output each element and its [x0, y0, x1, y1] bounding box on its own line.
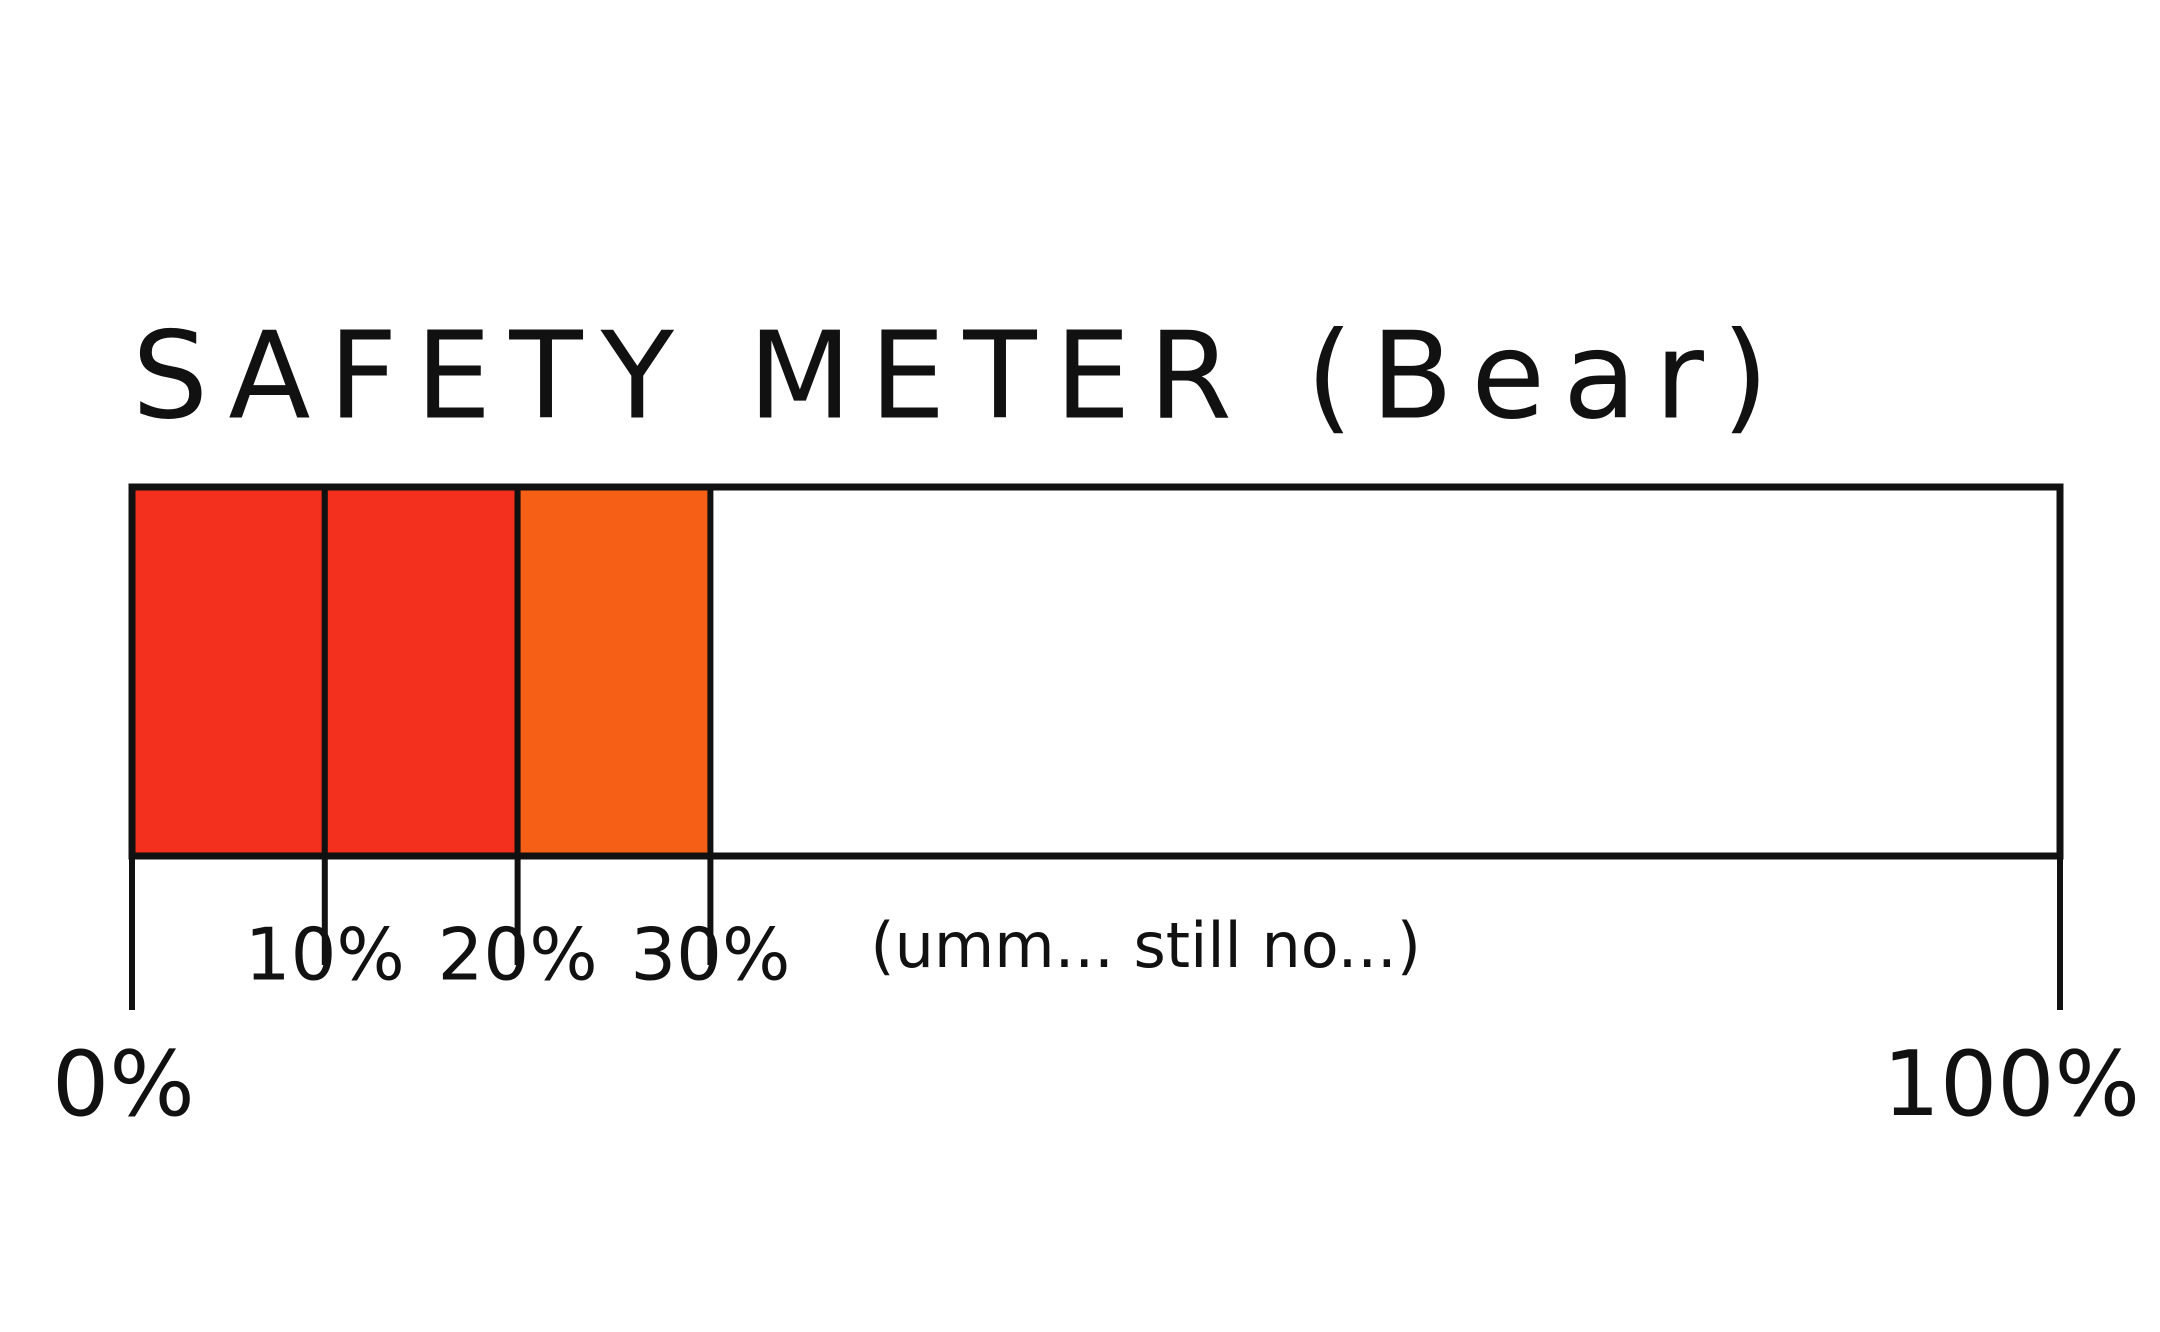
meter-segment [129, 484, 328, 859]
meter-segment [514, 484, 714, 859]
annotation: (umm... still no...) [870, 909, 1421, 982]
tick-label: 100% [1883, 1032, 2140, 1137]
tick-label: 20% [438, 913, 598, 997]
tick-label: 10% [245, 913, 405, 997]
meter-frame [128, 483, 2064, 860]
tick-label: 30% [630, 913, 790, 997]
tick-label: 0% [52, 1032, 195, 1137]
meter-segment [321, 484, 521, 859]
chart-title: SAFETY METER (Bear) [132, 308, 1787, 447]
